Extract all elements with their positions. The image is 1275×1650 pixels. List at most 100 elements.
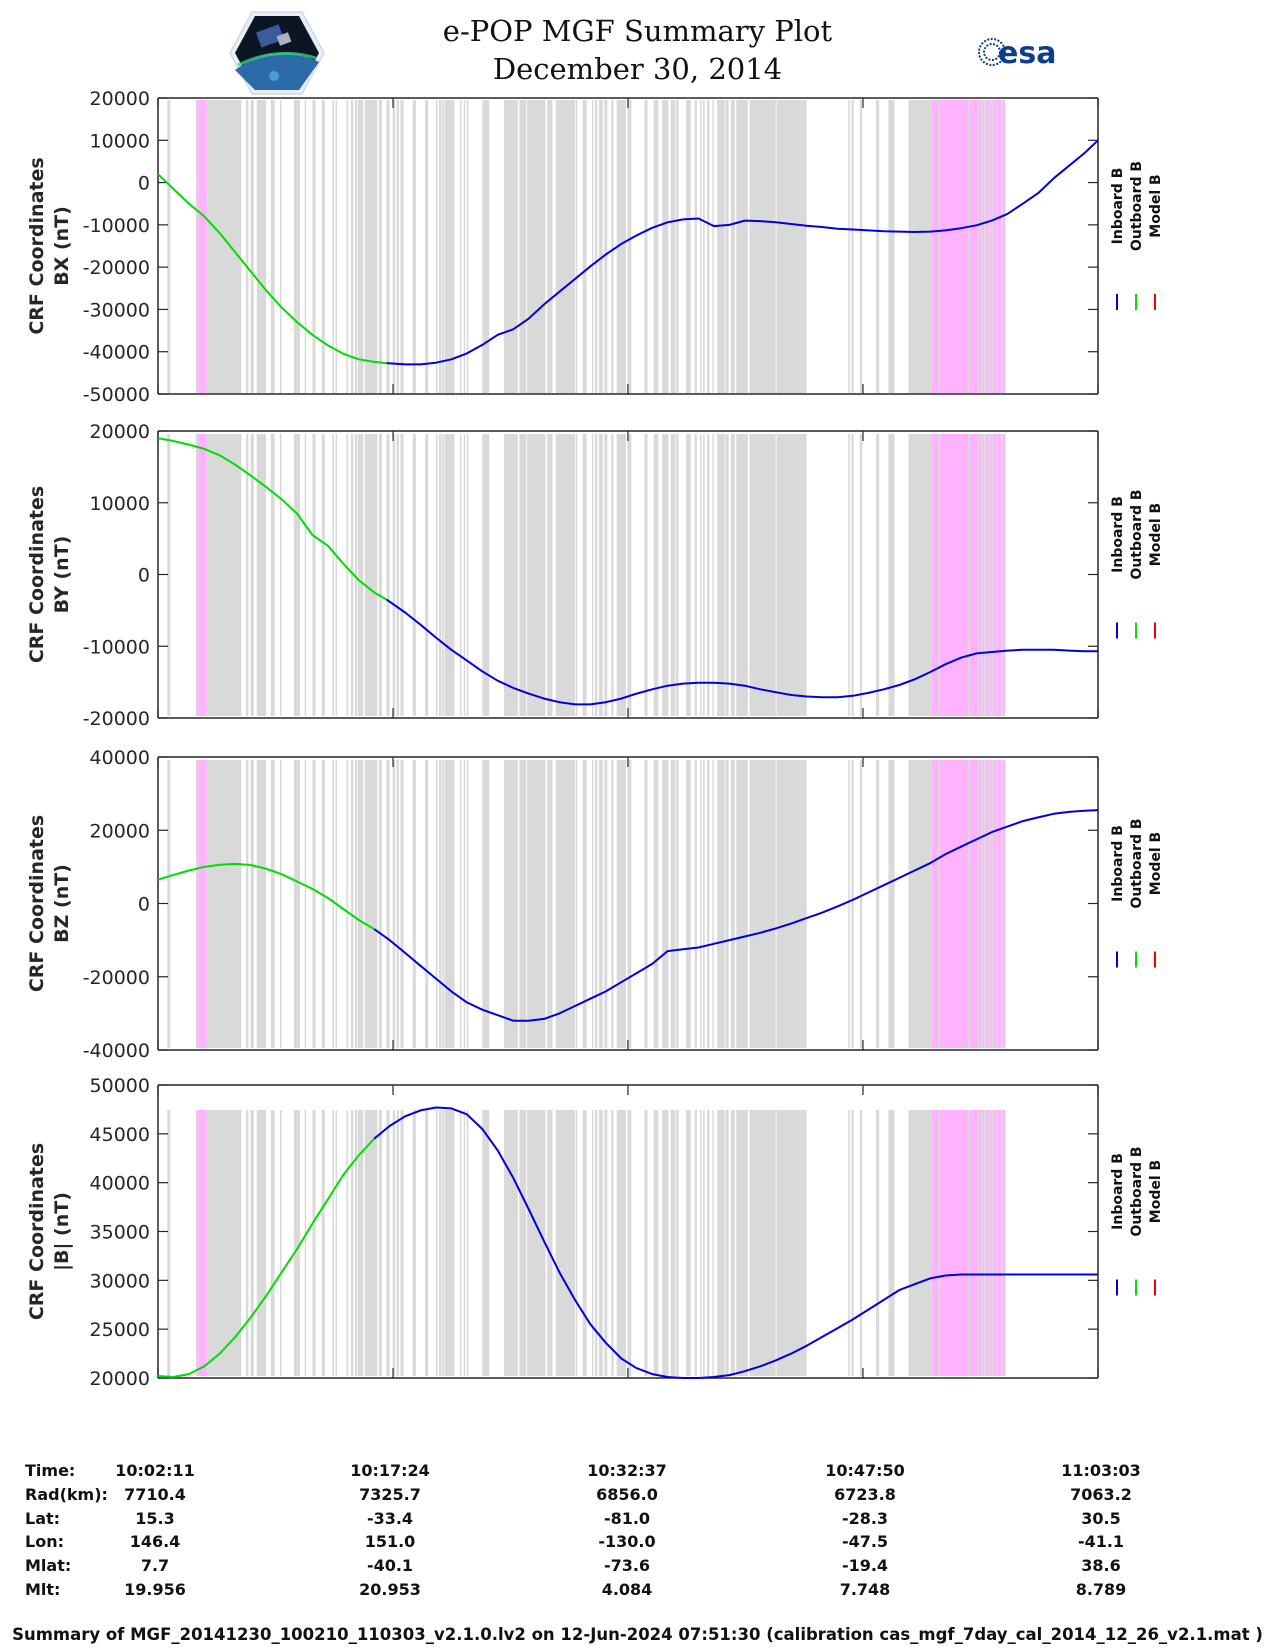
data-gap-band <box>459 100 462 393</box>
data-gap-band <box>386 100 390 393</box>
data-gap-band <box>984 434 987 716</box>
data-gap-band <box>392 760 396 1048</box>
data-gap-band <box>848 1110 850 1376</box>
data-gap-band <box>991 1110 994 1376</box>
y-tick-label: 50000 <box>90 1075 150 1097</box>
data-gap-band <box>364 1110 378 1376</box>
data-gap-band <box>444 1110 455 1376</box>
data-gap-band <box>378 760 382 1048</box>
data-gap-band <box>749 1110 776 1376</box>
info-value: 146.4 <box>129 1532 181 1552</box>
data-gap-band <box>776 760 807 1048</box>
data-gap-band <box>851 760 854 1048</box>
data-gap-band <box>670 1110 676 1376</box>
data-gap-band <box>888 434 895 716</box>
data-gap-band <box>876 1110 880 1376</box>
data-gap-band <box>444 100 455 393</box>
data-gap-band <box>396 100 399 393</box>
data-gap-band <box>776 1110 807 1376</box>
data-gap-band <box>981 760 983 1048</box>
data-gap-band <box>503 434 518 716</box>
series-line-inboard-b <box>373 809 1099 1022</box>
info-row-label: Lon: <box>25 1532 64 1552</box>
data-gap-band <box>503 100 518 393</box>
data-gap-band <box>378 1110 382 1376</box>
info-row-label: Mlt: <box>25 1580 61 1599</box>
y-axis-label-line2: BX (nT) <box>51 206 73 286</box>
data-gap-band <box>575 100 578 393</box>
info-value: 6856.0 <box>596 1484 658 1504</box>
highlight-band <box>982 434 985 716</box>
data-gap-band <box>279 760 282 1048</box>
data-gap-band <box>332 1110 335 1376</box>
data-gap-band <box>527 760 546 1048</box>
data-gap-band <box>466 760 469 1048</box>
data-gap-band <box>332 434 335 716</box>
data-gap-band <box>351 434 354 716</box>
data-gap-band <box>466 1110 469 1376</box>
data-gap-band <box>482 100 490 393</box>
data-gap-band <box>616 760 626 1048</box>
info-value: -130.0 <box>598 1532 656 1552</box>
data-gap-band <box>749 760 776 1048</box>
y-tick-label: -30000 <box>83 299 150 321</box>
y-axis-label-line2: BY (nT) <box>51 536 73 614</box>
data-gap-band <box>991 100 994 393</box>
data-gap-band <box>354 760 358 1048</box>
data-gap-band <box>312 100 316 393</box>
y-tick-label: 20000 <box>90 820 150 842</box>
data-gap-band <box>598 434 603 716</box>
data-gap-band <box>364 760 378 1048</box>
data-gap-band <box>937 434 940 716</box>
info-row: Mlat: 7.7 -40.1 -73.6 -19.4 38.6 <box>0 1556 1275 1580</box>
data-gap-band <box>644 760 648 1048</box>
data-gap-band <box>354 100 358 393</box>
y-tick-label: -20000 <box>83 967 150 989</box>
data-gap-band <box>519 100 527 393</box>
chart-panel-2: 20000 10000 0 -10000 -20000 CRF Coordinates BY… <box>26 421 1164 730</box>
data-gap-band <box>749 100 776 393</box>
data-gap-band <box>386 1110 390 1376</box>
info-value: 8.789 <box>1075 1580 1127 1599</box>
data-gap-band <box>412 760 416 1048</box>
data-gap-band <box>1001 760 1003 1048</box>
data-gap-band <box>604 760 608 1048</box>
data-gap-band <box>888 1110 895 1376</box>
data-gap-band <box>611 434 614 716</box>
data-gap-band <box>686 100 691 393</box>
data-gap-band <box>686 760 691 1048</box>
highlight-band <box>986 100 989 393</box>
y-tick-label: -20000 <box>83 708 150 730</box>
data-gap-band <box>703 434 705 716</box>
data-gap-band <box>425 1110 429 1376</box>
data-gap-band <box>937 100 940 393</box>
data-gap-band <box>859 1110 863 1376</box>
y-tick-label: 40000 <box>90 1173 150 1195</box>
highlight-band <box>1002 1110 1006 1376</box>
data-gap-band <box>270 434 275 716</box>
data-gap-band <box>555 100 575 393</box>
data-gap-band <box>442 434 444 716</box>
info-row: Mlt: 19.956 20.953 4.084 7.748 8.789 <box>0 1580 1275 1604</box>
data-gap-band <box>591 760 594 1048</box>
data-gap-band <box>595 1110 598 1376</box>
data-gap-band <box>996 100 998 393</box>
data-gap-band <box>246 434 249 716</box>
data-gap-band <box>730 100 735 393</box>
data-gap-band <box>293 1110 301 1376</box>
info-value: 151.0 <box>364 1532 416 1552</box>
legend-label: Model B <box>1148 174 1164 237</box>
data-gap-band <box>392 100 396 393</box>
data-gap-band <box>848 100 850 393</box>
data-gap-band <box>335 1110 338 1376</box>
data-gap-band <box>851 100 854 393</box>
data-gap-band <box>459 434 462 716</box>
data-gap-band <box>575 434 578 716</box>
data-gap-band <box>996 434 998 716</box>
info-value: 20.953 <box>359 1580 421 1599</box>
data-gap-band <box>700 100 702 393</box>
data-gap-band <box>503 760 518 1048</box>
y-tick-label: -40000 <box>83 1040 150 1062</box>
data-gap-band <box>351 1110 354 1376</box>
highlight-band <box>982 1110 985 1376</box>
